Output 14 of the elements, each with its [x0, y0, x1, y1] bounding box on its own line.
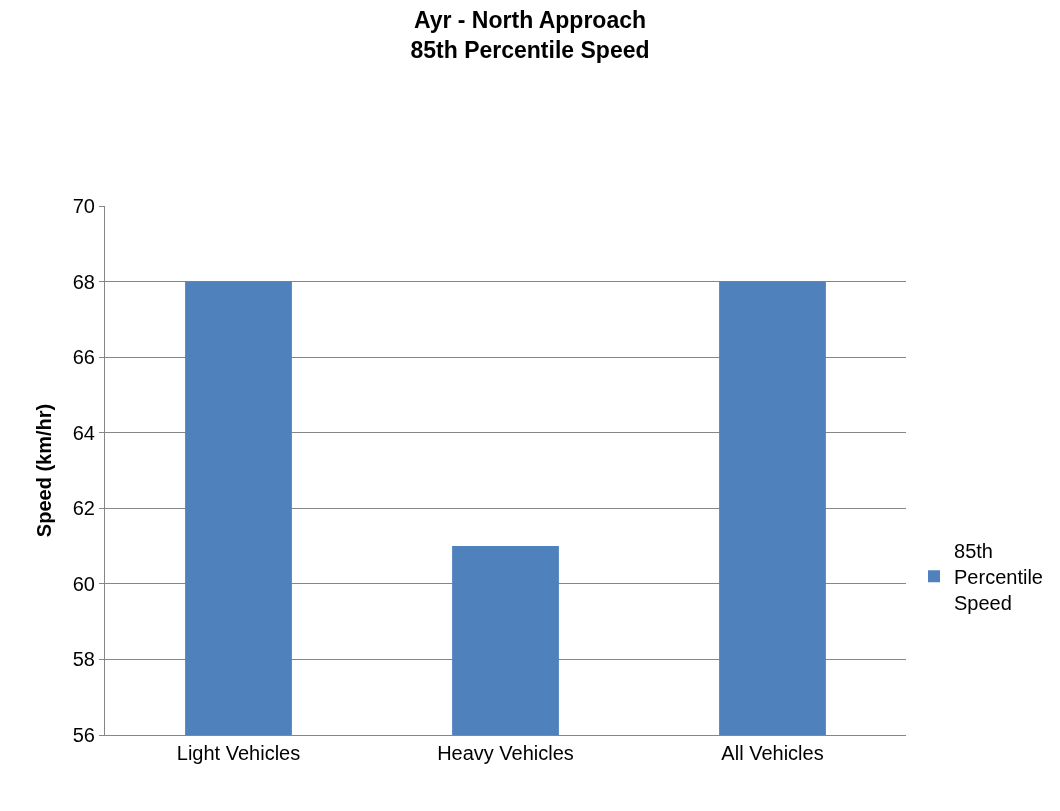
- y-tick-label: 68: [72, 270, 95, 293]
- x-tick-label: Light Vehicles: [176, 742, 301, 764]
- chart-title: Ayr - North Approach 85th Percentile Speed: [410, 7, 650, 64]
- y-tick-label: 56: [72, 724, 95, 746]
- x-tick-label: Heavy Vehicles: [437, 742, 574, 764]
- legend-label: 85th Percentile Speed: [954, 540, 1043, 615]
- y-tick-label: 62: [72, 497, 95, 520]
- y-axis-title: Speed (km/hr): [33, 403, 56, 538]
- y-tick-label: 70: [72, 195, 95, 217]
- y-tick-label: 64: [72, 421, 95, 444]
- y-tick-label: 60: [72, 572, 95, 595]
- y-tick-label: 58: [72, 648, 95, 671]
- y-tick-label: 66: [72, 346, 95, 369]
- x-tick-label: All Vehicles: [721, 742, 824, 764]
